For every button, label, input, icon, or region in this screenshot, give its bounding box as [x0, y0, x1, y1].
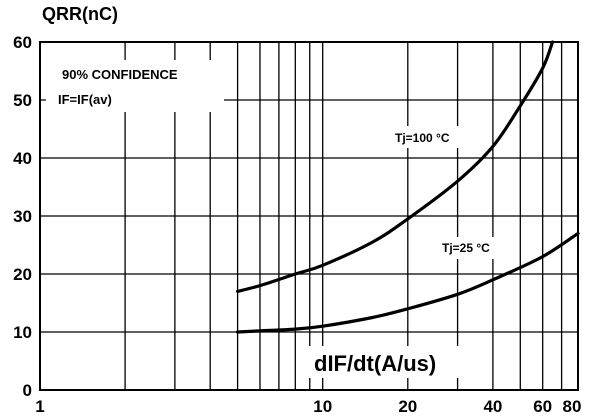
x-tick-label: 10 — [313, 397, 332, 416]
x-tick-label: 40 — [483, 397, 502, 416]
annotation-confidence: 90% CONFIDENCE — [62, 67, 178, 82]
y-tick-label: 10 — [13, 323, 32, 342]
horizontal-grid — [40, 99, 578, 333]
plot-frame — [39, 41, 579, 391]
x-axis-title: dIF/dt(A/us) — [314, 351, 436, 376]
y-tick-labels: 0 10 20 30 40 50 60 — [13, 33, 32, 400]
x-tick-label: 60 — [533, 397, 552, 416]
curve-label-tj25: Tj=25 °C — [442, 241, 490, 255]
y-tick-label: 60 — [13, 33, 32, 52]
y-tick-label: 0 — [23, 381, 32, 400]
x-axis-title-backing — [308, 346, 478, 378]
y-tick-label: 20 — [13, 265, 32, 284]
x-tick-label: 80 — [563, 397, 582, 416]
annotation-backing — [46, 60, 224, 112]
y-tick-label: 30 — [13, 207, 32, 226]
curve-label-backing-100 — [393, 126, 473, 148]
series-line-tj100 — [235, 40, 555, 293]
series-line-tj25 — [235, 231, 580, 334]
x-tick-label: 1 — [35, 397, 44, 416]
x-tick-labels: 1 10 20 40 60 80 — [35, 397, 581, 416]
curve-label-backing-25 — [440, 237, 518, 259]
x-tick-label: 20 — [398, 397, 417, 416]
y-tick-label: 50 — [13, 91, 32, 110]
curves — [235, 40, 580, 334]
curve-label-tj100: Tj=100 °C — [395, 131, 450, 145]
y-axis-title: QRR(nC) — [42, 4, 118, 24]
annotation-if: IF=IF(av) — [58, 92, 112, 107]
y-tick-label: 40 — [13, 149, 32, 168]
